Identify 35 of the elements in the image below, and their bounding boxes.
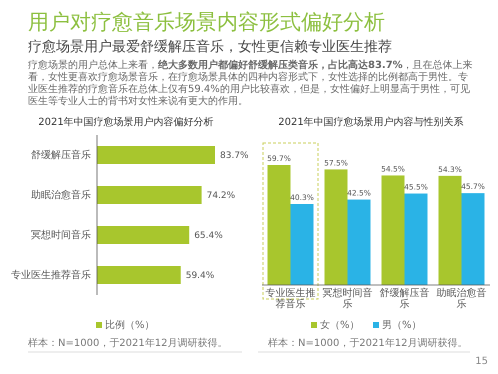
text: 15 [475,356,488,367]
chart-title: 2021年中国疗愈场景用户内容与性别关系 [277,116,465,129]
data-label: 83.7% [220,151,250,161]
y-tick-label: 助眠治愈音乐 [30,188,91,202]
text: 样本：N=1000，于2021年12月调研获得。 [28,336,228,350]
legend-label: 女（%） [320,319,360,332]
bar [97,146,215,164]
x-tick-label: 助眠治愈音乐 [436,288,488,310]
text: 疗愈场景的用户总体上来看，绝大多数用户都偏好舒缓解压类音乐，占比高达83.7%，且在总体上来看，女性更喜欢疗愈场景音乐，在疗愈场景具体的四种内容形式下，女性选择的比例都高于男性。专业医生推荐的疗愈音乐在总体上仅有59.4%的用户比较喜欢，但是，女性偏好上明显高于男性，可见医生等专业人士的背书对女性来说有更大的作用。 [28,60,474,108]
x-tick-label: 专业医生推荐音乐 [264,288,316,310]
legend-label: 比例（%） [105,318,155,332]
y-tick-label: 冥想时间音乐 [30,228,91,242]
bar [348,200,370,285]
x-tick-label: 舒缓解压音乐 [378,288,430,310]
bar [324,169,348,285]
y-tick-label: 专业医生推荐音乐 [10,268,91,282]
bar [97,266,181,284]
text: 用户对疗愈音乐场景内容形式偏好分析 [28,9,385,36]
bar [382,175,404,285]
bar [290,204,314,285]
x-tick-label: 冥想时间音乐 [322,288,374,310]
data-label: 65.4% [194,231,224,241]
bar [268,165,290,285]
text: 疗愈场景用户最爱舒缓解压音乐，女性更信赖专业医生推荐 [28,38,392,56]
bar [404,194,428,285]
bar [97,226,190,244]
data-label: 74.2% [206,191,236,201]
chart-title: 2021年中国疗愈场景用户内容偏好分析 [37,116,215,129]
y-tick-label: 舒缓解压音乐 [30,148,91,162]
bar [438,176,462,285]
data-label: 59.4% [186,271,215,281]
bar [462,193,484,285]
text: 样本：N=1000，于2021年12月调研获得。 [268,336,468,350]
bar [97,186,202,204]
legend-label: 男（%） [382,319,422,332]
